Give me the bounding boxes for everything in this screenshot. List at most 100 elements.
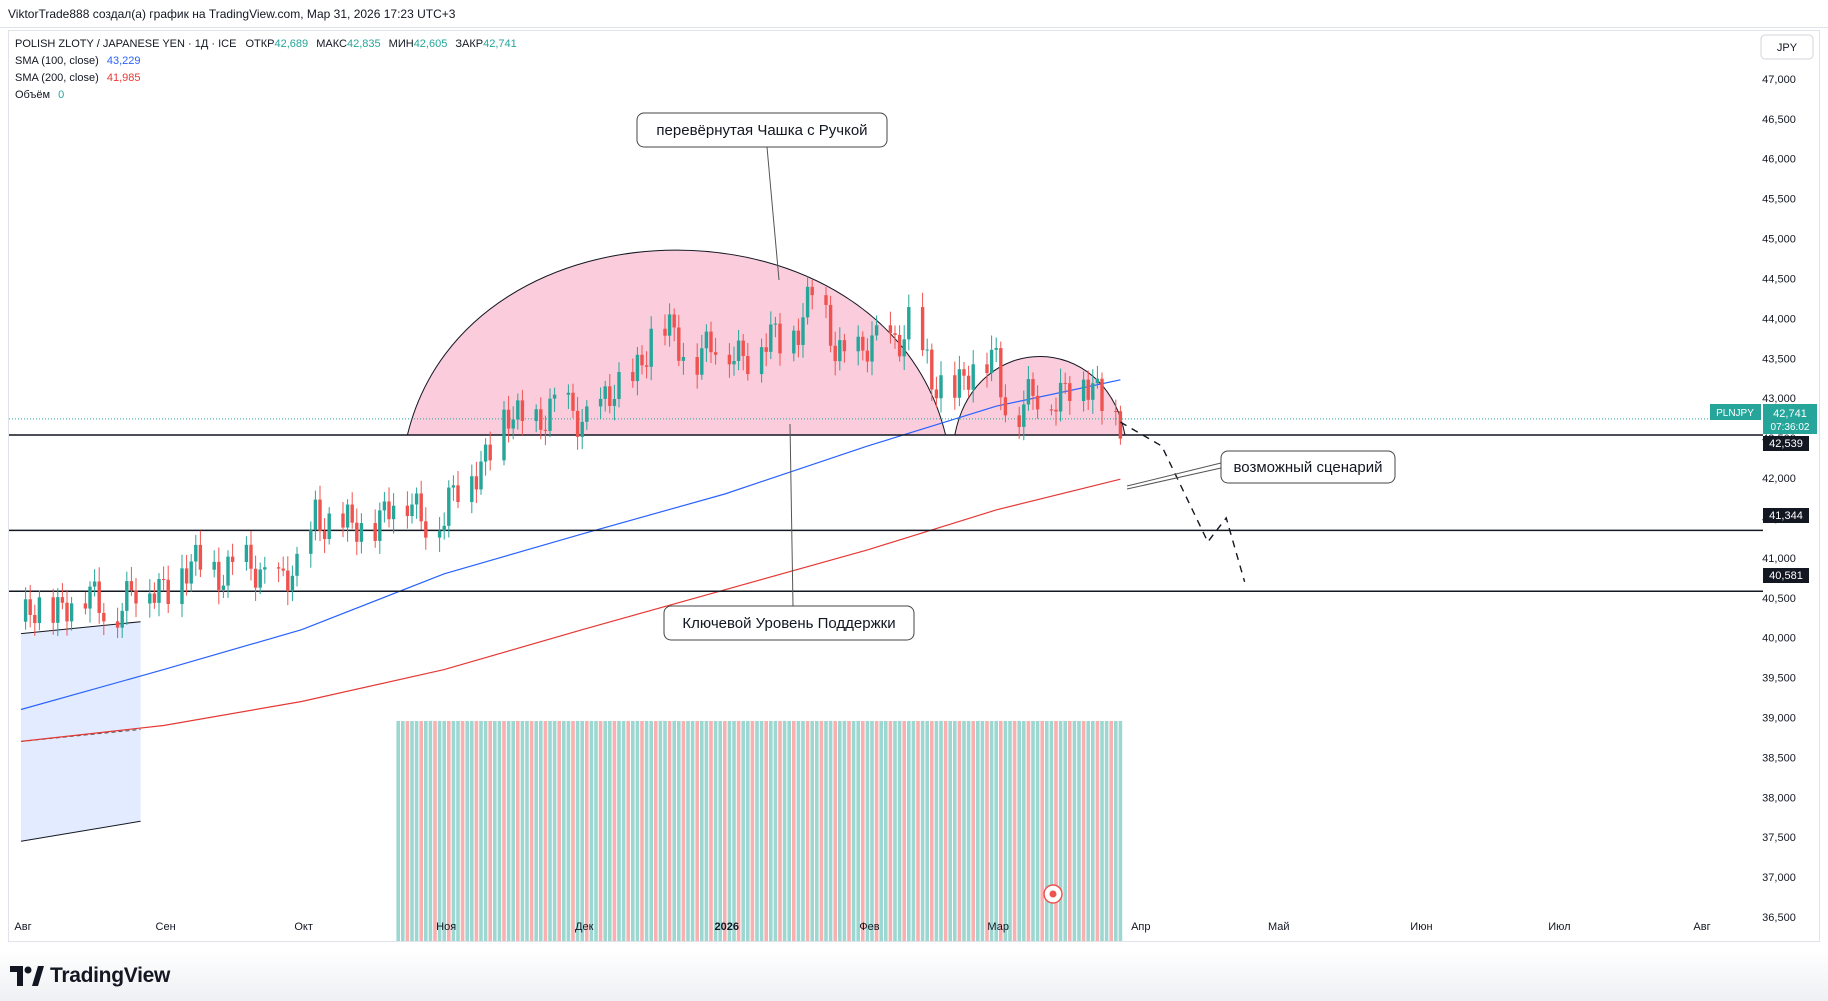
volume-bar bbox=[460, 721, 465, 941]
candle-body bbox=[663, 328, 667, 336]
candle-body bbox=[842, 340, 847, 352]
price-tag-symbol: PLNJPY bbox=[1710, 404, 1761, 420]
candle-body bbox=[1091, 383, 1095, 400]
volume-bar bbox=[746, 721, 750, 941]
realtime-marker-icon[interactable] bbox=[1043, 884, 1063, 904]
volume-bar bbox=[612, 721, 617, 941]
candle-body bbox=[350, 504, 354, 523]
chart-legend: POLISH ZLOTY / JAPANESE YEN · 1Д · ICE О… bbox=[15, 38, 517, 101]
candle-body bbox=[92, 581, 97, 587]
y-tick-label: 36,500 bbox=[1762, 912, 1796, 924]
volume-bar bbox=[667, 721, 672, 941]
volume-bar bbox=[966, 721, 971, 941]
scenario-callout[interactable]: возможный сценарий bbox=[1126, 450, 1396, 490]
candle-body bbox=[1058, 382, 1063, 412]
support-callout[interactable]: Ключевой Уровень Поддержки bbox=[663, 423, 915, 641]
volume-bar bbox=[838, 721, 842, 941]
volume-bar bbox=[497, 721, 502, 941]
tradingview-logo[interactable]: TradingView bbox=[10, 960, 170, 992]
volume-bar bbox=[907, 721, 911, 941]
y-tick-label: 37,000 bbox=[1762, 872, 1796, 884]
candle-body bbox=[874, 325, 879, 336]
y-tick-label: 46,500 bbox=[1762, 114, 1796, 126]
x-tick-label: Фев bbox=[859, 921, 879, 933]
volume-bar bbox=[709, 721, 713, 941]
volume-bar bbox=[677, 721, 681, 941]
price-tag-support1: 42,539 bbox=[1763, 436, 1809, 451]
candle-body bbox=[405, 505, 410, 517]
candle-body bbox=[861, 336, 865, 351]
candle-body bbox=[534, 409, 538, 421]
candle-body bbox=[585, 406, 589, 422]
support-label: Ключевой Уровень Поддержки bbox=[682, 615, 895, 632]
volume-bar bbox=[1003, 721, 1008, 941]
candle-body bbox=[1081, 379, 1086, 401]
chart-svg[interactable]: 47,000 46,500 46,000 45,500 45,000 44,500 44,0… bbox=[9, 31, 1819, 941]
pattern-callout-pointer bbox=[766, 146, 780, 281]
volume-bar bbox=[470, 721, 474, 941]
candle-body bbox=[667, 314, 672, 336]
support-callout-pointer bbox=[789, 423, 794, 607]
volume-bar bbox=[1072, 721, 1077, 941]
volume-bar bbox=[493, 721, 497, 941]
volume-bar bbox=[410, 721, 414, 941]
volume-bar bbox=[690, 721, 695, 941]
candle-body bbox=[635, 354, 640, 382]
candle-body bbox=[442, 525, 446, 531]
volume-bar bbox=[1077, 721, 1081, 941]
cup-arc bbox=[406, 249, 947, 436]
volume-bar bbox=[465, 721, 469, 941]
legend-sma200-label: SMA (200, close) bbox=[15, 72, 99, 84]
volume-bar bbox=[516, 721, 520, 941]
candle-body bbox=[902, 339, 906, 357]
y-tick-label: 37,500 bbox=[1762, 832, 1796, 844]
volume-bar bbox=[598, 721, 603, 941]
pattern-callout[interactable]: перевёрнутая Чашка с Ручкой bbox=[636, 112, 888, 281]
candle-body bbox=[378, 510, 382, 541]
candle-body bbox=[456, 485, 460, 503]
y-tick-label: 39,500 bbox=[1762, 673, 1796, 685]
candle-body bbox=[598, 398, 603, 407]
candle-body bbox=[470, 476, 474, 503]
candle-body bbox=[773, 323, 778, 325]
volume-bar bbox=[511, 721, 515, 941]
volume-bar bbox=[856, 721, 860, 941]
candle-body bbox=[102, 612, 106, 622]
volume-bar bbox=[916, 721, 920, 941]
volume-bar bbox=[617, 721, 621, 941]
volume-bar bbox=[405, 721, 410, 941]
volume-bar bbox=[782, 721, 787, 941]
volume-bar bbox=[635, 721, 640, 941]
candle-body bbox=[810, 286, 814, 296]
volume-bar bbox=[805, 721, 810, 941]
candle-body bbox=[962, 369, 966, 376]
candle-body bbox=[672, 314, 676, 328]
volume-bar bbox=[419, 721, 423, 941]
volume-bar bbox=[626, 721, 630, 941]
candle-body bbox=[640, 354, 644, 366]
volume-bar bbox=[833, 721, 837, 941]
candle-body bbox=[244, 544, 249, 563]
candle-body bbox=[341, 513, 345, 528]
volume-bar bbox=[948, 721, 952, 941]
svg-text:POLISH ZLOTY / JAPANESE YEN ·: POLISH ZLOTY / JAPANESE YEN · 1Д · ICE О… bbox=[15, 38, 517, 50]
currency-button[interactable]: JPY bbox=[1760, 34, 1814, 60]
candle-body bbox=[736, 340, 741, 362]
sma200-line bbox=[20, 478, 1121, 742]
candle-body bbox=[939, 375, 943, 399]
candle-body bbox=[134, 590, 138, 604]
chart-area[interactable]: 47,000 46,500 46,000 45,500 45,000 44,500 44,0… bbox=[8, 30, 1820, 942]
candle-body bbox=[934, 389, 939, 399]
candle-body bbox=[295, 553, 299, 576]
volume-bar bbox=[548, 721, 552, 941]
candle-body bbox=[801, 317, 805, 345]
volume-bar bbox=[575, 721, 580, 941]
volume-bar bbox=[723, 721, 727, 941]
candle-body bbox=[410, 504, 414, 517]
legend-high: 42,835 bbox=[347, 38, 381, 50]
candle-body bbox=[612, 399, 617, 406]
candle-body bbox=[51, 597, 55, 623]
candle-body bbox=[355, 522, 359, 542]
volume-bar bbox=[1104, 721, 1109, 941]
candle-body bbox=[506, 409, 511, 429]
